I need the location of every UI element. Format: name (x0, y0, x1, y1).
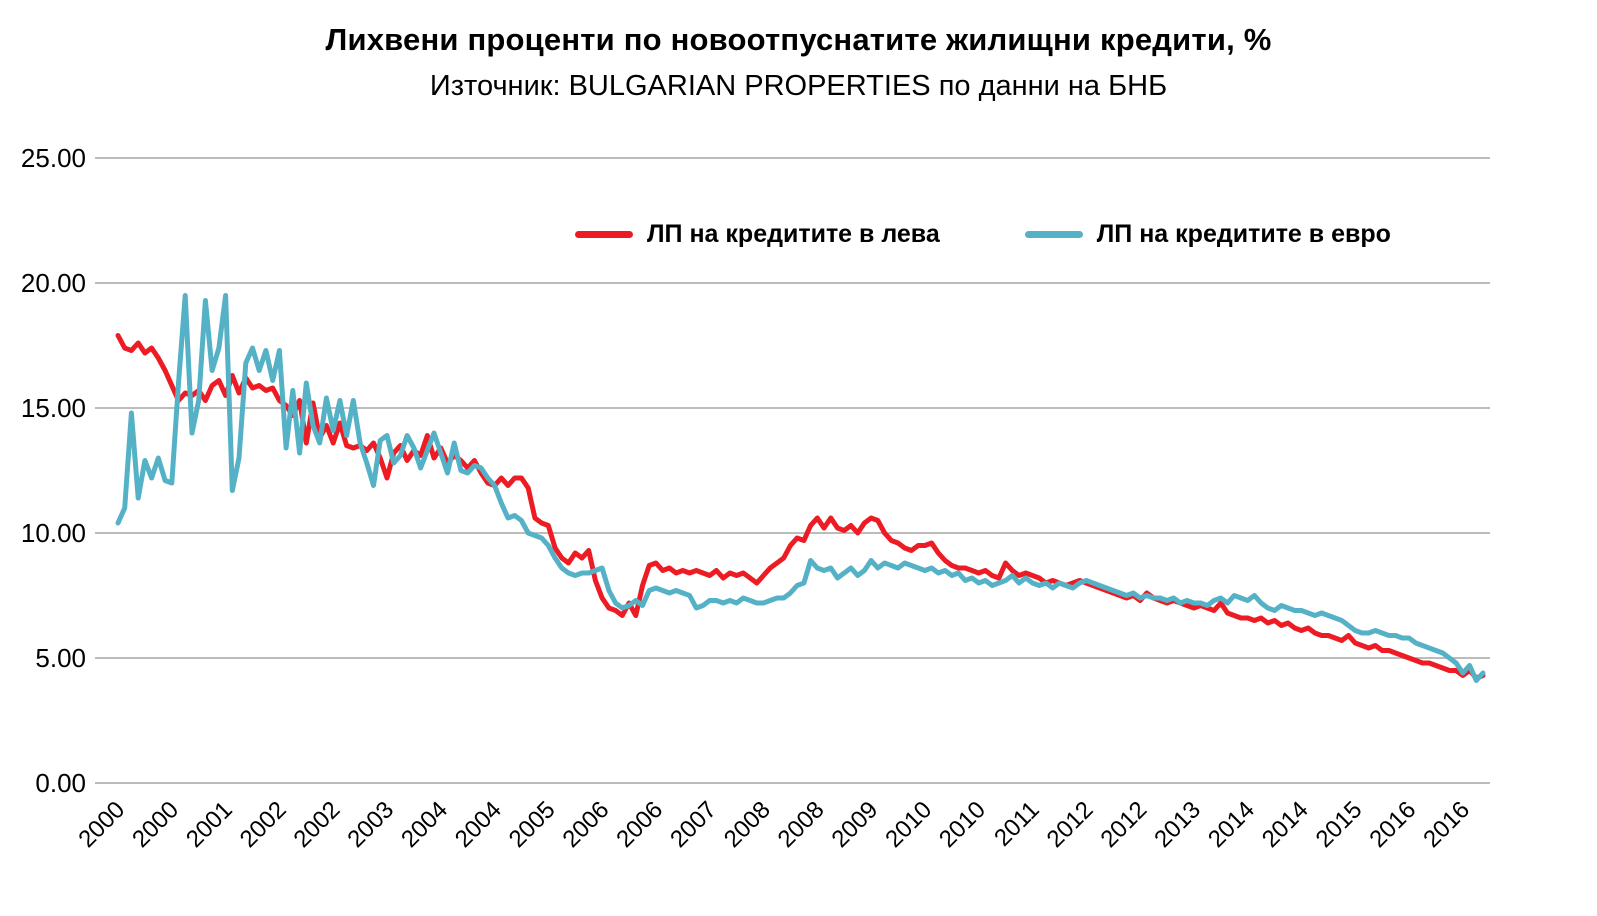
legend-swatch-euro-line (1024, 231, 1083, 238)
svg-text:15.00: 15.00 (21, 393, 86, 423)
svg-text:2002: 2002 (289, 796, 346, 853)
svg-text:0.00: 0.00 (35, 768, 86, 798)
legend-label-euro: ЛП на кредитите в евро (1096, 220, 1391, 248)
chart-title: Лихвени проценти по новоотпуснатите жили… (325, 22, 1272, 57)
svg-text:2016: 2016 (1364, 796, 1421, 853)
svg-text:2000: 2000 (73, 796, 130, 853)
svg-text:2008: 2008 (719, 796, 776, 853)
svg-text:2012: 2012 (1042, 796, 1099, 853)
svg-text:2013: 2013 (1149, 796, 1206, 853)
svg-text:2014: 2014 (1203, 796, 1260, 853)
legend-item-leva: ЛП на кредитите в лева (575, 220, 940, 249)
svg-text:2016: 2016 (1418, 796, 1475, 853)
svg-text:2004: 2004 (396, 796, 453, 853)
svg-text:2008: 2008 (773, 796, 830, 853)
svg-text:2000: 2000 (127, 796, 184, 853)
svg-text:10.00: 10.00 (21, 518, 86, 548)
svg-text:2007: 2007 (665, 796, 722, 853)
legend: ЛП на кредитите в лева ЛП на кредитите в… (575, 220, 1391, 249)
svg-text:2006: 2006 (558, 796, 615, 853)
svg-text:25.00: 25.00 (21, 143, 86, 173)
svg-text:2006: 2006 (611, 796, 668, 853)
legend-item-euro: ЛП на кредитите в евро (1024, 220, 1391, 249)
svg-text:2009: 2009 (827, 796, 884, 853)
svg-text:2011: 2011 (989, 796, 1045, 852)
svg-text:2010: 2010 (934, 796, 991, 853)
svg-text:2004: 2004 (450, 796, 507, 853)
svg-text:20.00: 20.00 (21, 268, 86, 298)
svg-text:2014: 2014 (1257, 796, 1314, 853)
svg-text:2005: 2005 (504, 796, 561, 853)
svg-text:2001: 2001 (181, 796, 238, 853)
svg-text:2015: 2015 (1311, 796, 1368, 853)
svg-text:2012: 2012 (1095, 796, 1152, 853)
svg-text:2010: 2010 (880, 796, 937, 853)
legend-swatch-leva-line (575, 231, 633, 238)
svg-text:2003: 2003 (342, 796, 399, 853)
svg-text:2002: 2002 (235, 796, 292, 853)
svg-text:5.00: 5.00 (35, 643, 86, 673)
legend-label-leva: ЛП на кредитите в лева (647, 220, 940, 248)
chart-subtitle: Източник: BULGARIAN PROPERTIES по данни … (429, 70, 1168, 102)
